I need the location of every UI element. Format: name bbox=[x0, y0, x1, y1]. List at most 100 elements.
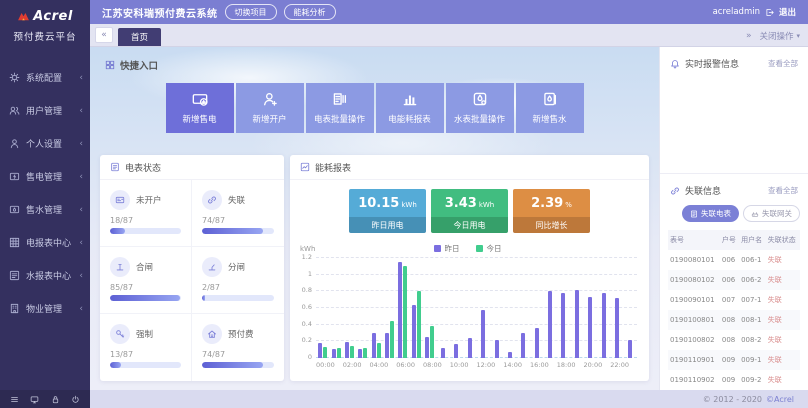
water-card-icon bbox=[9, 204, 20, 215]
table-cell: 008-2 bbox=[741, 336, 762, 344]
meter-status-item[interactable]: 失联 74/87 bbox=[192, 180, 284, 247]
bar-group bbox=[597, 258, 610, 358]
kpi-label: 同比增长 bbox=[513, 217, 590, 233]
table-row[interactable]: 0190080102 006 006-2 失联 bbox=[668, 270, 800, 290]
quick-button-2[interactable]: 电表批量操作 bbox=[305, 83, 374, 133]
x-tick-label: 00:00 bbox=[316, 361, 335, 369]
kpi-tile: 3.43 kWh 今日用电 bbox=[431, 189, 508, 233]
table-row[interactable]: 0190110901 009 009-1 失联 bbox=[668, 350, 800, 370]
table-row[interactable]: 0190100802 008 008-2 失联 bbox=[668, 330, 800, 350]
sidebar-item-2[interactable]: 个人设置 ‹ bbox=[0, 127, 90, 160]
quick-button-3[interactable]: 电能耗报表 bbox=[375, 83, 444, 133]
meter-status-item[interactable]: 分闸 2/87 bbox=[192, 247, 284, 314]
sidebar-item-3[interactable]: 售电管理 ‹ bbox=[0, 160, 90, 193]
table-row[interactable]: 0190110902 009 009-2 失联 bbox=[668, 370, 800, 390]
lock-icon[interactable] bbox=[51, 395, 60, 404]
table-cell: 0190100801 bbox=[668, 310, 720, 330]
meter-batch-icon bbox=[332, 91, 348, 107]
kpi-tile: 2.39% 同比增长 bbox=[513, 189, 590, 233]
quick-button-5[interactable]: 新增售水 bbox=[515, 83, 584, 133]
bar-group bbox=[543, 258, 556, 358]
progress-fill bbox=[202, 228, 264, 234]
progress-bar bbox=[110, 362, 181, 368]
table-cell: 失联 bbox=[765, 350, 800, 370]
table-row[interactable]: 0190090101 007 007-1 失联 bbox=[668, 290, 800, 310]
legend-label: 今日 bbox=[486, 244, 502, 253]
switch-off-icon bbox=[202, 257, 222, 277]
meter-status-grid: 未开户 18/87 失联 74/87 合闸 85/87 分闸 2/87 强制 13/87 预付费 74… bbox=[100, 180, 284, 381]
meter-doc-icon bbox=[690, 210, 698, 218]
energy-analysis-button[interactable]: 能耗分析 bbox=[283, 4, 336, 20]
monitor-icon[interactable] bbox=[30, 395, 39, 404]
offline-meter-button[interactable]: 失联电表 bbox=[682, 205, 739, 222]
table-cell: 失联 bbox=[765, 310, 800, 330]
collapse-tabs-button[interactable]: « bbox=[95, 27, 113, 43]
chevron-left-icon: ‹ bbox=[79, 270, 83, 281]
bar-group bbox=[610, 258, 623, 358]
x-tick-label bbox=[602, 361, 610, 369]
sidebar-item-7[interactable]: 物业管理 ‹ bbox=[0, 292, 90, 325]
bar bbox=[425, 337, 430, 358]
quick-button-1[interactable]: 新增开户 bbox=[235, 83, 304, 133]
plot-area bbox=[316, 257, 637, 358]
offline-gateway-label: 失联网关 bbox=[762, 209, 792, 218]
close-operations-menu[interactable]: 关闭操作 ▾ bbox=[759, 30, 800, 42]
progress-fill bbox=[110, 228, 125, 234]
sidebar-item-6[interactable]: 水报表中心 ‹ bbox=[0, 259, 90, 292]
bar bbox=[561, 293, 566, 358]
sidebar-item-label: 售电管理 bbox=[26, 173, 63, 183]
progress-bar bbox=[110, 228, 181, 234]
meter-status-item[interactable]: 合闸 85/87 bbox=[100, 247, 192, 314]
column-header: 用户名 bbox=[739, 230, 766, 250]
offline-gateway-button[interactable]: 失联网关 bbox=[743, 205, 800, 222]
sidebar-item-4[interactable]: 售水管理 ‹ bbox=[0, 193, 90, 226]
progress-fill bbox=[110, 295, 180, 301]
bar-group bbox=[410, 258, 423, 358]
page-footer: © 2012 - 2020 ©Acrel bbox=[90, 390, 808, 408]
progress-fill bbox=[110, 362, 121, 368]
electric-card-icon bbox=[9, 171, 20, 182]
table-cell: 0190090101 bbox=[670, 296, 715, 304]
x-tick-label: 04:00 bbox=[369, 361, 389, 369]
alarm-view-all-link[interactable]: 查看全部 bbox=[768, 59, 798, 68]
x-tick-label: 18:00 bbox=[556, 361, 576, 369]
expand-tabs-button[interactable]: » bbox=[745, 31, 752, 41]
menu-icon[interactable] bbox=[10, 395, 19, 404]
acrel-link[interactable]: ©Acrel bbox=[766, 394, 794, 404]
y-tick-label: 1.2 bbox=[301, 253, 312, 261]
quick-button-4[interactable]: 水表批量操作 bbox=[445, 83, 514, 133]
sidebar-item-label: 用户管理 bbox=[26, 107, 63, 117]
bar-group bbox=[329, 258, 342, 358]
bar bbox=[390, 320, 395, 358]
meter-status-item[interactable]: 强制 13/87 bbox=[100, 314, 192, 381]
bar bbox=[318, 343, 323, 358]
table-cell: 006-2 bbox=[739, 270, 766, 290]
offline-view-all-link[interactable]: 查看全部 bbox=[768, 186, 798, 195]
meter-status-item[interactable]: 预付费 74/87 bbox=[192, 314, 284, 381]
x-tick-label bbox=[388, 361, 396, 369]
table-row[interactable]: 0190080101 006 006-1 失联 bbox=[668, 250, 800, 270]
quick-button-0[interactable]: 新增售电 bbox=[165, 83, 234, 133]
table-cell: 009 bbox=[721, 376, 736, 384]
switch-project-button[interactable]: 切换项目 bbox=[224, 4, 277, 20]
bar-group bbox=[503, 258, 516, 358]
dashboard-cards: 电表状态 未开户 18/87 失联 74/87 合闸 85/87 分闸 2/87 强制 13/87… bbox=[100, 155, 649, 381]
meter-status-item[interactable]: 未开户 18/87 bbox=[100, 180, 192, 247]
sidebar-item-1[interactable]: 用户管理 ‹ bbox=[0, 94, 90, 127]
sidebar-item-5[interactable]: 电报表中心 ‹ bbox=[0, 226, 90, 259]
legend-swatch bbox=[475, 245, 483, 252]
sidebar-item-label: 售水管理 bbox=[26, 206, 63, 216]
table-row[interactable]: 0190100801 008 008-1 失联 bbox=[668, 310, 800, 330]
table-cell: 006 bbox=[721, 256, 736, 264]
tab-home[interactable]: 首页 bbox=[118, 28, 162, 46]
sidebar-item-0[interactable]: 系统配置 ‹ bbox=[0, 61, 90, 94]
table-cell: 失联 bbox=[767, 296, 782, 304]
power-icon[interactable] bbox=[71, 395, 80, 404]
legend-swatch bbox=[433, 245, 441, 252]
x-tick-label bbox=[361, 361, 369, 369]
bar bbox=[349, 346, 354, 358]
table-cell: 失联 bbox=[767, 256, 782, 264]
logout-button[interactable]: 退出 bbox=[778, 8, 796, 18]
brand-subtitle: 预付费云平台 bbox=[13, 32, 77, 43]
bar-group bbox=[356, 258, 369, 358]
